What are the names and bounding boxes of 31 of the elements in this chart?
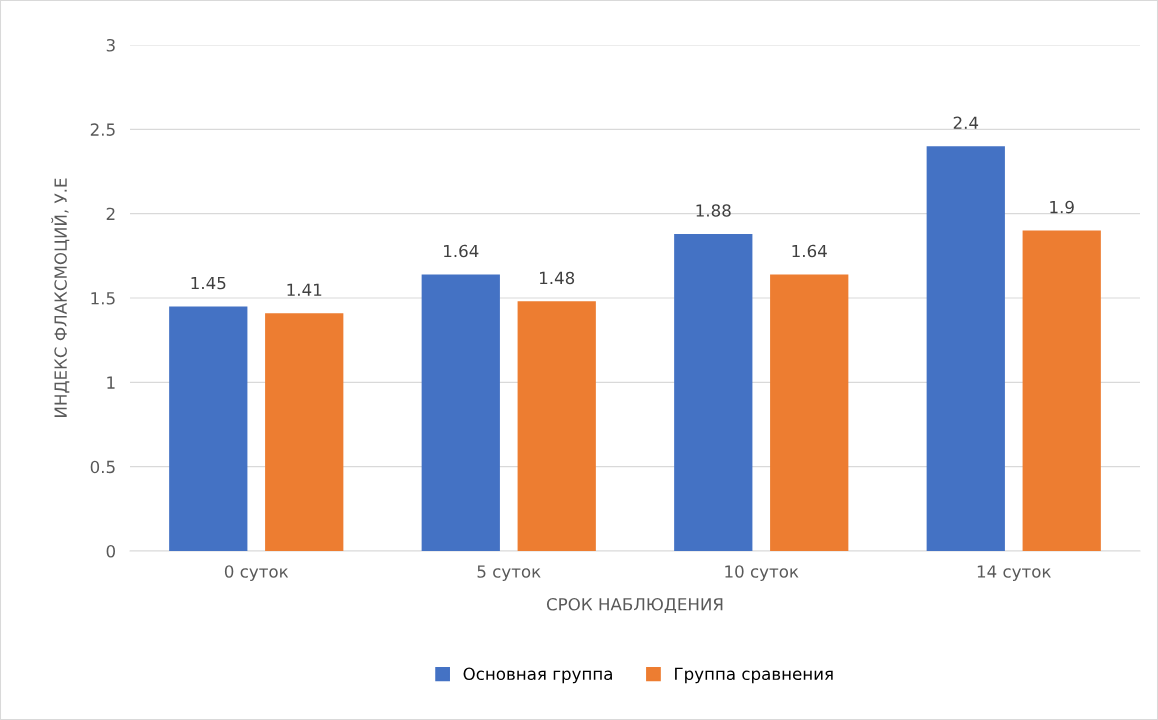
bar (926, 146, 1005, 551)
x-tick-label: 10 суток (725, 565, 799, 582)
x-tick-label: 5 суток (477, 565, 541, 582)
bar (1022, 230, 1101, 551)
bar (674, 233, 753, 551)
y-tick-label: 0 (106, 544, 115, 558)
bar (770, 274, 849, 551)
bar (169, 306, 248, 551)
x-tick-label: 14 суток (977, 565, 1051, 582)
data-label: 1.64 (792, 244, 827, 258)
y-tick-label: 2.5 (90, 123, 115, 136)
data-label: 1.41 (287, 283, 322, 296)
data-label: 2.4 (953, 116, 979, 129)
x-axis-title: СРОК НАБЛЮДЕНИЯ (546, 597, 723, 613)
y-tick-label: 2 (106, 207, 115, 220)
legend-label: Группа сравнения (675, 667, 833, 684)
x-tick-label: 0 суток (224, 565, 289, 582)
data-label: 1.88 (696, 204, 731, 217)
data-label: 1.45 (191, 276, 226, 290)
y-tick-label: 0.5 (90, 460, 115, 474)
data-label: 1.48 (540, 271, 575, 285)
data-label: 1.64 (444, 244, 479, 258)
y-tick-label: 1 (107, 376, 115, 389)
y-tick-label: 3 (106, 38, 115, 52)
y-tick-label: 1.5 (91, 292, 115, 305)
bar (265, 313, 344, 551)
bar (517, 301, 596, 551)
legend-label: Основная группа (463, 667, 612, 684)
y-axis-title: ИНДЕКС ФЛАКСМОЦИЙ, У.Е (51, 178, 70, 417)
bar (421, 274, 500, 551)
data-label: 1.9 (1050, 200, 1074, 214)
